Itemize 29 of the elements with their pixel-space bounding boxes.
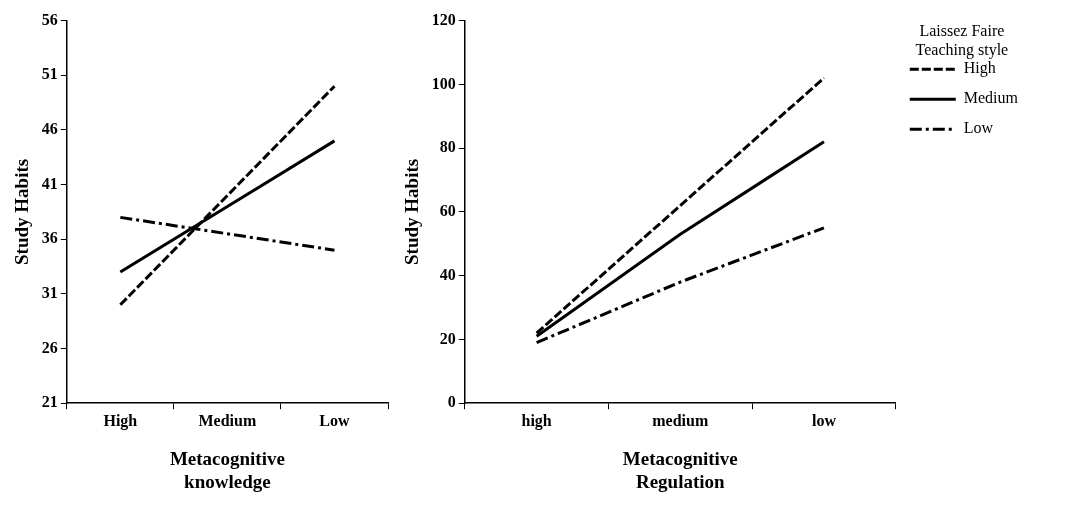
legend-label: High (963, 59, 996, 78)
y-tick-label: 56 (41, 10, 58, 28)
y-tick-label: 26 (41, 338, 58, 356)
legend-label: Low (963, 119, 994, 137)
y-tick-label: 120 (431, 10, 456, 28)
y-tick-label: 80 (439, 138, 456, 156)
x-tick-label: High (103, 411, 138, 430)
x-tick-label: medium (652, 411, 709, 429)
x-axis-title: Metacognitive knowledge (169, 447, 285, 492)
y-tick-label: 21 (41, 393, 58, 411)
legend-title: Laissez Faire Teaching style (915, 22, 1009, 60)
y-tick-label: 100 (431, 74, 456, 92)
y-tick-label: 51 (41, 65, 58, 83)
y-tick-label: 31 (41, 284, 58, 302)
y-tick-label: 60 (439, 202, 456, 220)
x-tick-label: Low (319, 411, 351, 429)
y-tick-label: 0 (447, 393, 456, 411)
x-tick-label: high (521, 411, 552, 430)
legend-label: Medium (963, 89, 1019, 107)
y-tick-label: 41 (41, 174, 58, 192)
y-axis-title: Study Habits (401, 158, 423, 265)
y-tick-label: 40 (439, 265, 456, 283)
x-tick-label: Medium (198, 411, 257, 429)
y-tick-label: 20 (439, 329, 456, 347)
x-axis-title: Metacognitive Regulation (622, 447, 738, 492)
y-tick-label: 36 (41, 229, 58, 247)
y-tick-label: 46 (41, 120, 58, 138)
y-axis-title: Study Habits (11, 158, 33, 265)
x-tick-label: low (811, 411, 837, 429)
